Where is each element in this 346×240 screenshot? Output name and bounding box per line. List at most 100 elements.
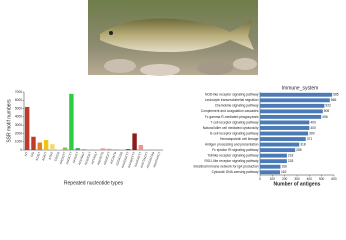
bar (24, 106, 30, 150)
value-label: 218 (288, 159, 294, 163)
y-tick-label: 7000 (15, 90, 22, 94)
y-tick-label: 4000 (15, 115, 22, 119)
bar (75, 148, 80, 150)
bar (260, 170, 280, 175)
value-label: 496 (322, 115, 328, 119)
x-tick-label: AC/GT (35, 151, 42, 161)
bar (107, 148, 112, 150)
bar (37, 142, 43, 150)
x-tick-label: C/G (30, 151, 36, 158)
y-tick-label: Chemokine signaling pathway (215, 104, 259, 108)
bar (260, 153, 287, 158)
bar (43, 140, 49, 150)
x-tick-label: 300 (294, 177, 300, 181)
x-tick-label: ACG/CGT (84, 151, 92, 165)
x-tick-label: 400 (307, 177, 313, 181)
y-tick-label: Fc epsilon RI signaling pathway (212, 148, 259, 152)
y-tick-label: 2000 (15, 131, 22, 135)
bar (260, 142, 300, 147)
value-label: 318 (300, 142, 306, 146)
bar (126, 149, 131, 150)
y-tick-label: Natural killer cell mediated cytotoxicit… (203, 126, 259, 130)
bar (260, 114, 322, 119)
value-label: 522 (325, 104, 331, 108)
value-label: 509 (324, 109, 330, 113)
x-axis-label: Number of antigens (274, 181, 321, 187)
bar (260, 120, 310, 125)
x-axis-label: Repeated nucleotide types (64, 180, 124, 186)
bar (260, 109, 323, 114)
x-tick-label: ATCC/ATGG (146, 151, 156, 169)
bar (100, 148, 106, 150)
x-tick-label: 600 (331, 177, 337, 181)
x-tick-label: A/T (23, 151, 28, 157)
page: 0 1000 2000 3000 4000 5000 6000 7000 A/T C/G AC/GT… (6, 0, 339, 188)
x-tick-label: AAG/CTT (65, 151, 73, 165)
x-tick-label: AAC/GTT (59, 151, 67, 165)
x-tick-label: AT/AT (48, 151, 55, 160)
x-tick-label: ATC/ATG (109, 151, 117, 165)
y-tick-label: Toll-like receptor signaling pathway (207, 154, 258, 158)
immune-chart: Immune_system 0 100 200 300 400 500 600 585 NOD-l… (193, 85, 338, 187)
x-tick-label: AGAT/ATCT (152, 151, 161, 168)
chart-title: Immune_system (282, 85, 319, 91)
bar (81, 149, 87, 150)
bar (260, 131, 309, 136)
bar (138, 145, 144, 150)
y-tick-label: NOD-like receptor signaling pathway (205, 93, 259, 97)
x-tick-label: AAAC/GTTT (120, 151, 130, 168)
value-label: 400 (310, 120, 316, 124)
y-tick-label: 3000 (15, 123, 22, 127)
x-tick-label: AAAG/CTTT (127, 151, 137, 168)
x-tick-label: ACT/AGT (90, 151, 98, 165)
x-tick-label: 0 (259, 177, 261, 181)
y-tick-label: 0 (20, 148, 22, 152)
y-tick-label: Hematopoietic cell lineage (220, 137, 259, 141)
y-tick-label: 1000 (15, 140, 22, 144)
bar (69, 93, 74, 150)
value-label: 162 (281, 170, 287, 174)
motif-chart: 0 1000 2000 3000 4000 5000 6000 7000 A/T C/G AC/GT… (6, 90, 163, 186)
y-tick-label: Leukocyte transendothelial migration (205, 98, 259, 102)
x-tick-label: AGC/CTG (96, 151, 105, 166)
bar (113, 149, 118, 150)
y-tick-label: RIG-I-like receptor signaling pathway (204, 159, 258, 163)
bar (260, 98, 330, 103)
x-tick-label: CG/CG (53, 151, 60, 162)
y-tick-label: B cell receptor signaling pathway (210, 131, 259, 135)
bar (31, 136, 36, 150)
y-tick-label: Complement and coagulation cascades (201, 109, 259, 113)
bar (50, 144, 55, 150)
y-tick-label: Cytosolic DNA-sensing pathway (212, 170, 259, 174)
value-label: 400 (310, 126, 316, 130)
y-tick-label: 5000 (15, 106, 22, 110)
x-tick-label: AGG/CCT (103, 151, 111, 165)
bar (260, 126, 310, 130)
y-tick-label: Antigen processing and presentation (205, 142, 259, 146)
y-tick-label: Fc gamma R-mediated phagocytosis (205, 115, 259, 119)
fish-photo (88, 0, 258, 76)
bar (260, 164, 281, 169)
bar (260, 92, 333, 97)
x-tick-label: ACC/GGT (77, 151, 85, 165)
bar (260, 137, 306, 141)
value-label: 566 (331, 98, 337, 102)
value-label: 166 (281, 165, 287, 169)
bar (62, 147, 68, 150)
bar (151, 149, 156, 150)
x-tick-label: AAAT/ATTT (133, 151, 142, 167)
value-label: 285 (296, 148, 302, 152)
x-tick-label: AAT/ATT (72, 151, 80, 164)
y-tick-label: Intestinal immune network for IgA produc… (193, 165, 258, 169)
bar (260, 148, 296, 153)
value-label: 371 (307, 137, 313, 141)
bar (260, 159, 287, 164)
value-label: 390 (309, 131, 315, 135)
bar (132, 133, 137, 150)
x-tick-label: AACT/AGTT (139, 151, 149, 168)
value-label: 218 (288, 154, 294, 158)
value-label: 585 (333, 93, 339, 97)
x-tick-label: 200 (282, 177, 288, 181)
x-tick-label: AG/CT (41, 151, 48, 161)
